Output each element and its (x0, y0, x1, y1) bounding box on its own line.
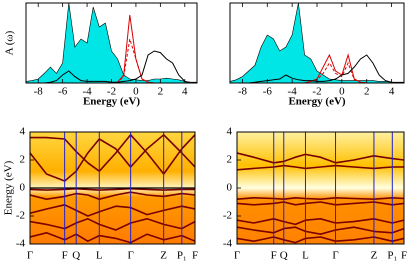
x-tick-label: F (192, 250, 198, 262)
y-tick-label: -2 (223, 210, 232, 222)
x-tick-label: F (271, 250, 277, 262)
x-axis-label: Energy (eV) (83, 96, 140, 108)
x-tick-label: -8 (238, 86, 248, 98)
y-axis-label: A (ω) (4, 30, 16, 55)
y-tick-label: 4 (20, 126, 26, 138)
x-tick-label: 2 (364, 86, 370, 98)
x-tick-label: F (62, 250, 68, 262)
band-line (237, 226, 404, 235)
x-tick-label: Q (280, 250, 288, 262)
x-tick-label: -4 (82, 86, 92, 98)
x-tick-label: -2 (312, 86, 321, 98)
x-tick-label: -6 (58, 86, 68, 98)
x-tick-label: 0 (339, 86, 345, 98)
dos-area (230, 3, 404, 83)
band-line (30, 232, 195, 244)
y-tick-label: 4 (227, 126, 233, 138)
x-tick-label: -6 (263, 86, 273, 98)
x-tick-label: -4 (288, 86, 298, 98)
band-line (237, 236, 404, 244)
x-tick-label: 0 (133, 86, 139, 98)
x-tick-label: P₁ (177, 250, 187, 262)
x-tick-label: 2 (158, 86, 164, 98)
x-tick-label: 4 (182, 86, 188, 98)
band-line (30, 187, 195, 191)
x-tick-label: Γ (234, 250, 240, 262)
band-line (30, 134, 195, 175)
x-tick-label: -8 (34, 86, 44, 98)
y-axis-label: Energy (eV) (3, 160, 15, 215)
plot-area (237, 132, 404, 244)
y-tick-label: 2 (227, 154, 233, 166)
y-tick-label: -2 (16, 210, 25, 222)
x-tick-label: Q (72, 250, 80, 262)
x-axis-label: Energy (eV) (288, 96, 345, 108)
x-tick-label: Γ (27, 250, 33, 262)
y-tick-label: 2 (20, 154, 26, 166)
band-line (30, 191, 195, 200)
plot-area (26, 3, 197, 83)
x-tick-label: F (401, 250, 407, 262)
x-tick-label: L (302, 250, 309, 262)
y-tick-label: 0 (20, 182, 26, 194)
y-tick-label: 0 (227, 182, 233, 194)
band-line (237, 164, 404, 171)
x-tick-label: Γ (127, 250, 133, 262)
x-tick-label: Z (371, 250, 378, 262)
band-line (237, 152, 404, 164)
x-tick-label: 4 (389, 86, 395, 98)
band-line (237, 201, 404, 206)
plot-area (30, 132, 195, 244)
plot-area (230, 3, 404, 83)
y-tick-label: -4 (223, 238, 233, 250)
band-line (30, 204, 195, 217)
dos-area (26, 3, 197, 83)
band-line (237, 197, 404, 200)
plot-frame (229, 2, 405, 84)
plot-frame (236, 131, 405, 245)
band-line (237, 218, 404, 226)
heatmap-background (237, 132, 404, 244)
x-tick-label: Z (160, 250, 167, 262)
plot-frame (25, 2, 198, 84)
y-tick-label: -4 (16, 238, 26, 250)
x-tick-label: P₁ (387, 250, 397, 262)
x-tick-label: L (96, 250, 103, 262)
plot-frame (29, 131, 196, 245)
x-tick-label: -2 (107, 86, 116, 98)
band-line (30, 218, 195, 231)
band-line (30, 134, 195, 182)
x-tick-label: Γ (332, 250, 338, 262)
